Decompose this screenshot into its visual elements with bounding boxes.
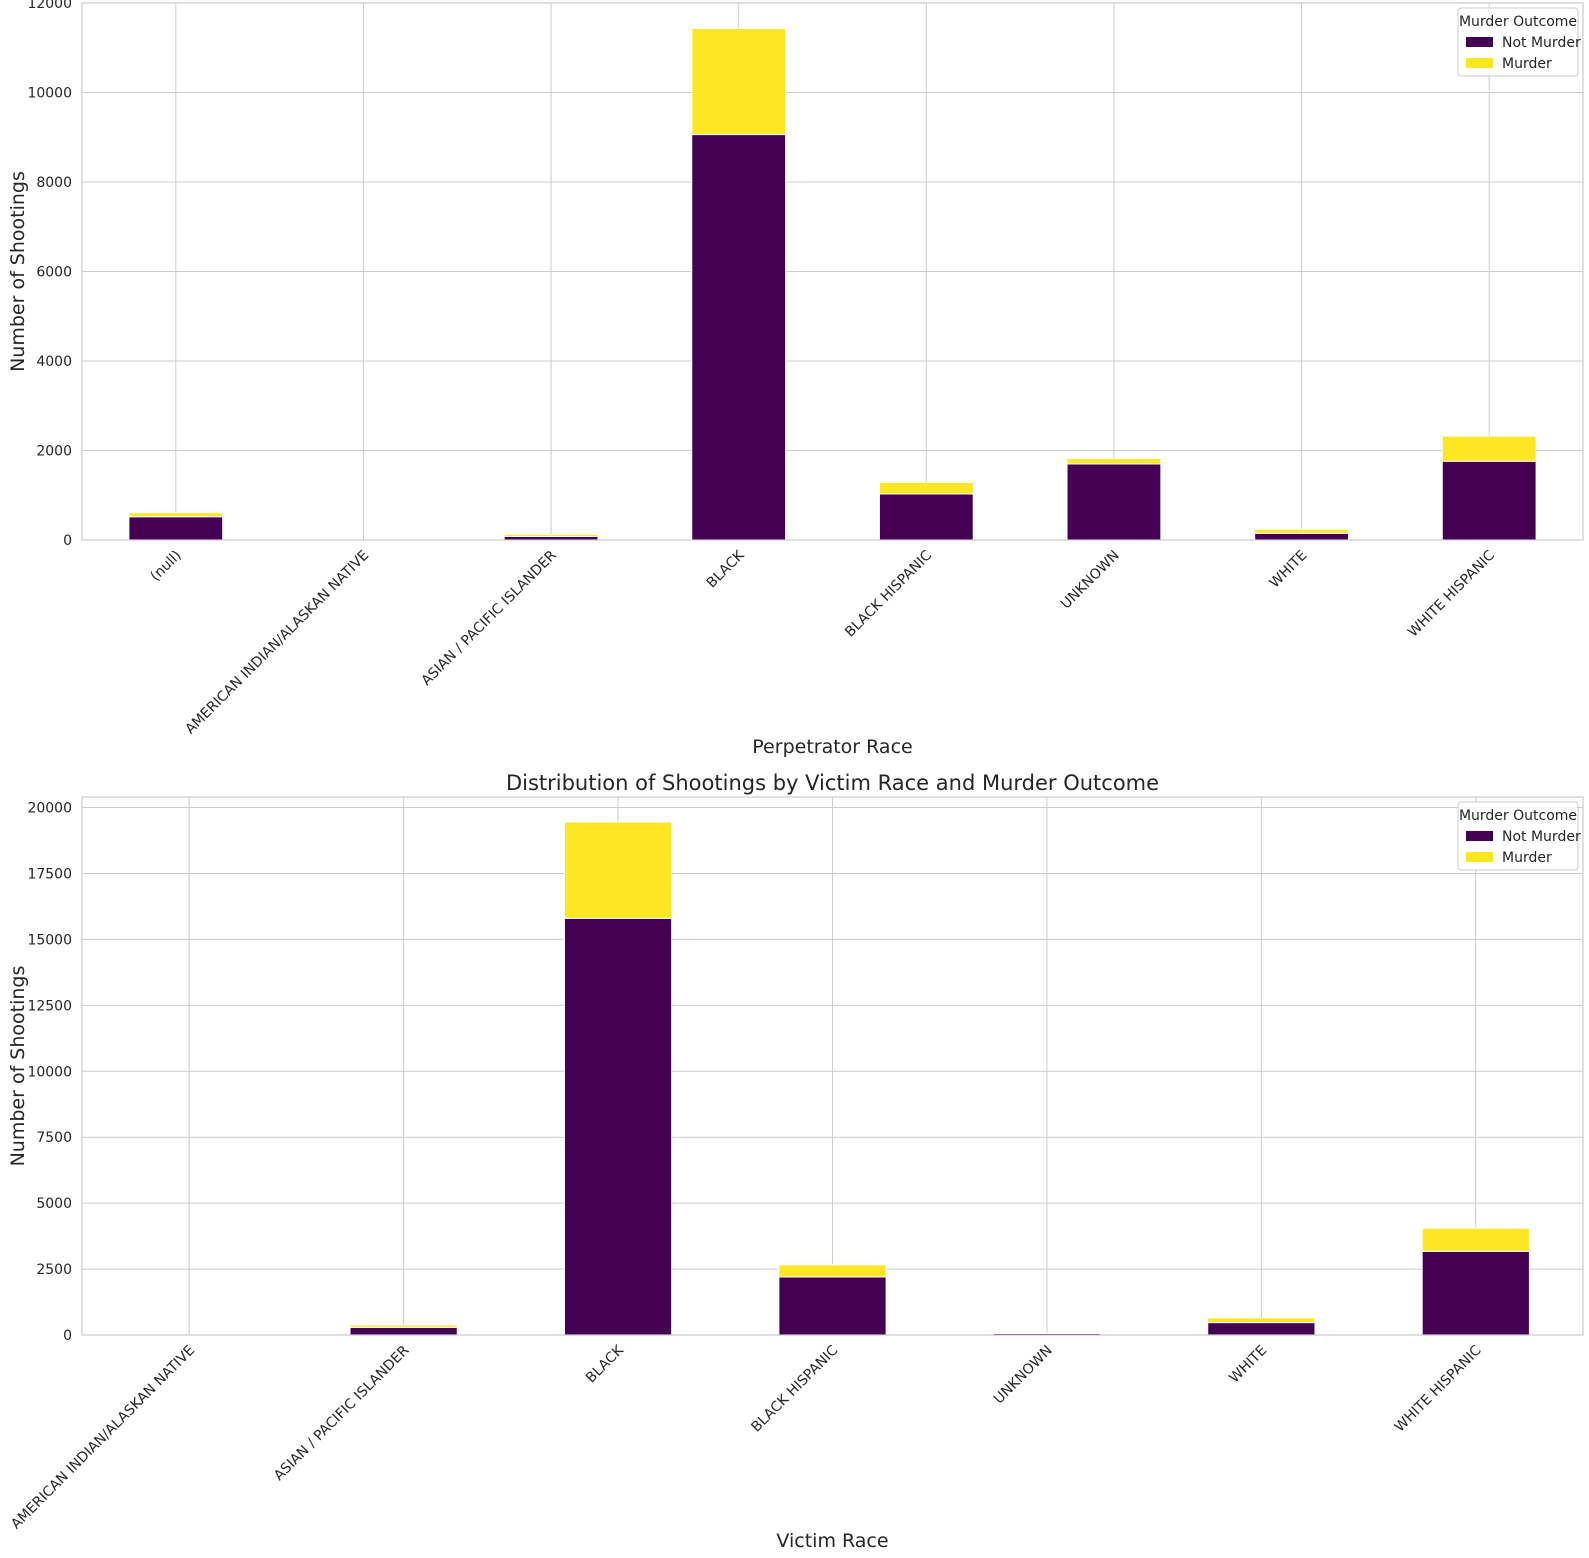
y-tick-label: 5000 xyxy=(36,1196,72,1212)
x-axis-label: Victim Race xyxy=(776,1530,888,1552)
bar-murder xyxy=(503,533,599,537)
legend: Murder Outcome Not Murder Murder xyxy=(1457,801,1581,871)
bar-not-murder xyxy=(128,516,224,541)
y-tick-label: 10000 xyxy=(27,1064,72,1080)
bar-not-murder xyxy=(1421,1250,1530,1336)
bar-not-murder xyxy=(1207,1322,1316,1336)
x-tick-label: AMERICAN INDIAN/ALASKAN NATIVE xyxy=(8,1343,198,1533)
y-axis-label: Number of Shootings xyxy=(7,171,29,372)
bar-murder xyxy=(1254,528,1349,534)
plot-frame xyxy=(81,796,1584,1336)
bar-murder xyxy=(878,481,974,495)
bar-murder xyxy=(778,1264,887,1278)
bar-not-murder xyxy=(1441,460,1537,541)
bar-murder xyxy=(563,821,673,919)
bar-not-murder xyxy=(563,917,673,1336)
bar-murder xyxy=(1441,435,1537,462)
bar-not-murder xyxy=(778,1276,887,1336)
x-tick-label: WHITE HISPANIC xyxy=(1405,547,1498,640)
x-tick-label: ASIAN / PACIFIC ISLANDER xyxy=(418,547,560,689)
legend: Murder Outcome Not Murder Murder xyxy=(1457,7,1581,77)
bar-murder xyxy=(349,1324,458,1328)
legend-swatch-murder xyxy=(1466,58,1493,68)
legend-label: Not Murder xyxy=(1502,35,1581,51)
x-tick-label: BLACK xyxy=(704,547,748,591)
x-tick-label: UNKNOWN xyxy=(991,1343,1056,1408)
legend-label: Murder xyxy=(1502,56,1552,72)
x-tick-label: WHITE xyxy=(1226,1343,1270,1387)
y-tick-label: 6000 xyxy=(36,265,72,281)
y-tick-label: 2000 xyxy=(36,444,72,460)
y-tick-label: 17500 xyxy=(27,866,72,882)
x-axis-label: Perpetrator Race xyxy=(752,736,912,758)
bar-murder xyxy=(691,28,787,136)
y-tick-label: 0 xyxy=(63,533,72,549)
legend-label: Not Murder xyxy=(1502,829,1581,845)
y-tick-label: 7500 xyxy=(36,1130,72,1146)
legend-label: Murder xyxy=(1502,850,1552,866)
bar-murder xyxy=(1207,1317,1316,1324)
bar-not-murder xyxy=(691,134,787,541)
y-tick-label: 8000 xyxy=(36,175,72,191)
bar-not-murder xyxy=(1254,532,1349,541)
chart-victim: 0 2500 5000 7500 10000 12500 15000 17500 20000 AM… xyxy=(7,771,1584,1552)
chart-title: Distribution of Shootings by Victim Race… xyxy=(506,771,1159,795)
y-tick-label: 12500 xyxy=(27,998,72,1014)
y-tick-label: 10000 xyxy=(27,86,72,102)
y-tick-label: 4000 xyxy=(36,354,72,370)
legend-swatch-murder xyxy=(1466,852,1493,862)
x-tick-label: (null) xyxy=(148,548,185,585)
bar-not-murder xyxy=(1066,463,1162,541)
bar-murder xyxy=(128,512,224,518)
bar-not-murder xyxy=(878,493,974,541)
x-tick-label: BLACK xyxy=(583,1342,627,1386)
plot-frame xyxy=(81,2,1584,541)
x-tick-label: WHITE xyxy=(1267,548,1311,592)
y-tick-label: 0 xyxy=(63,1328,72,1344)
y-tick-label: 20000 xyxy=(27,801,72,817)
y-axis-label: Number of Shootings xyxy=(7,966,29,1167)
x-tick-label: UNKNOWN xyxy=(1058,548,1123,613)
legend-title: Murder Outcome xyxy=(1459,808,1577,824)
legend-title: Murder Outcome xyxy=(1459,14,1577,30)
y-tick-label: 15000 xyxy=(27,932,72,948)
x-tick-label: ASIAN / PACIFIC ISLANDER xyxy=(271,1342,413,1484)
y-tick-label: 2500 xyxy=(36,1262,72,1278)
legend-swatch-not-murder xyxy=(1466,37,1493,47)
x-tick-label: WHITE HISPANIC xyxy=(1392,1342,1485,1435)
y-tick-label: 12000 xyxy=(27,0,72,12)
legend-swatch-not-murder xyxy=(1466,831,1493,841)
x-tick-label: BLACK HISPANIC xyxy=(842,547,935,640)
chart-perpetrator: 0 2000 4000 6000 8000 10000 12000 (null)AMERICA… xyxy=(7,0,1584,758)
x-tick-label: BLACK HISPANIC xyxy=(748,1342,841,1435)
x-tick-label: AMERICAN INDIAN/ALASKAN NATIVE xyxy=(182,548,372,738)
bar-not-murder xyxy=(349,1326,458,1336)
bar-murder xyxy=(1421,1227,1530,1252)
bar-murder xyxy=(1066,458,1162,465)
